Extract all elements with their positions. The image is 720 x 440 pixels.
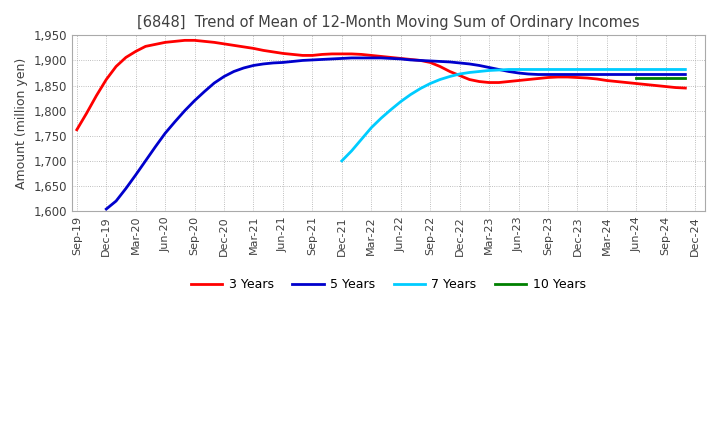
5 Years [681,72,690,77]
7 Years [426,81,434,86]
3 Years [249,46,258,51]
7 Years [652,67,660,72]
7 Years [436,77,444,82]
7 Years [544,67,552,72]
3 Years [181,38,189,43]
7 Years [465,70,474,75]
5 Years [475,63,484,68]
Line: 3 Years: 3 Years [77,40,685,130]
7 Years [573,67,582,72]
7 Years [455,71,464,77]
7 Years [475,69,484,74]
7 Years [505,67,513,72]
7 Years [583,67,592,72]
7 Years [495,67,503,73]
3 Years [73,127,81,132]
5 Years [347,55,356,61]
5 Years [200,89,209,94]
7 Years [593,67,601,72]
7 Years [681,67,690,72]
7 Years [397,99,405,104]
7 Years [524,67,533,72]
5 Years [289,59,297,64]
7 Years [612,67,621,72]
10 Years [652,75,660,80]
5 Years [249,63,258,68]
7 Years [377,116,385,121]
7 Years [671,67,680,72]
3 Years [681,85,690,91]
10 Years [681,75,690,80]
Line: 7 Years: 7 Years [342,70,685,161]
10 Years [671,75,680,80]
7 Years [338,158,346,164]
10 Years [642,75,650,80]
7 Years [554,67,562,72]
5 Years [298,58,307,63]
3 Years [367,53,376,58]
7 Years [534,67,542,72]
10 Years [632,75,641,80]
7 Years [563,67,572,72]
7 Years [347,148,356,154]
5 Years [269,60,277,66]
7 Years [387,107,395,112]
7 Years [642,67,650,72]
Legend: 3 Years, 5 Years, 7 Years, 10 Years: 3 Years, 5 Years, 7 Years, 10 Years [186,273,590,296]
7 Years [416,86,425,91]
Line: 5 Years: 5 Years [107,58,685,209]
7 Years [446,74,454,79]
7 Years [485,68,493,73]
7 Years [662,67,670,72]
7 Years [367,125,376,130]
3 Years [505,79,513,84]
7 Years [514,67,523,72]
3 Years [671,85,680,90]
7 Years [357,137,366,142]
7 Years [406,92,415,97]
7 Years [632,67,641,72]
7 Years [622,67,631,72]
3 Years [269,49,277,55]
10 Years [662,75,670,80]
Title: [6848]  Trend of Mean of 12-Month Moving Sum of Ordinary Incomes: [6848] Trend of Mean of 12-Month Moving … [137,15,640,30]
3 Years [387,55,395,60]
5 Years [102,206,111,212]
Y-axis label: Amount (million yen): Amount (million yen) [15,58,28,189]
7 Years [603,67,611,72]
